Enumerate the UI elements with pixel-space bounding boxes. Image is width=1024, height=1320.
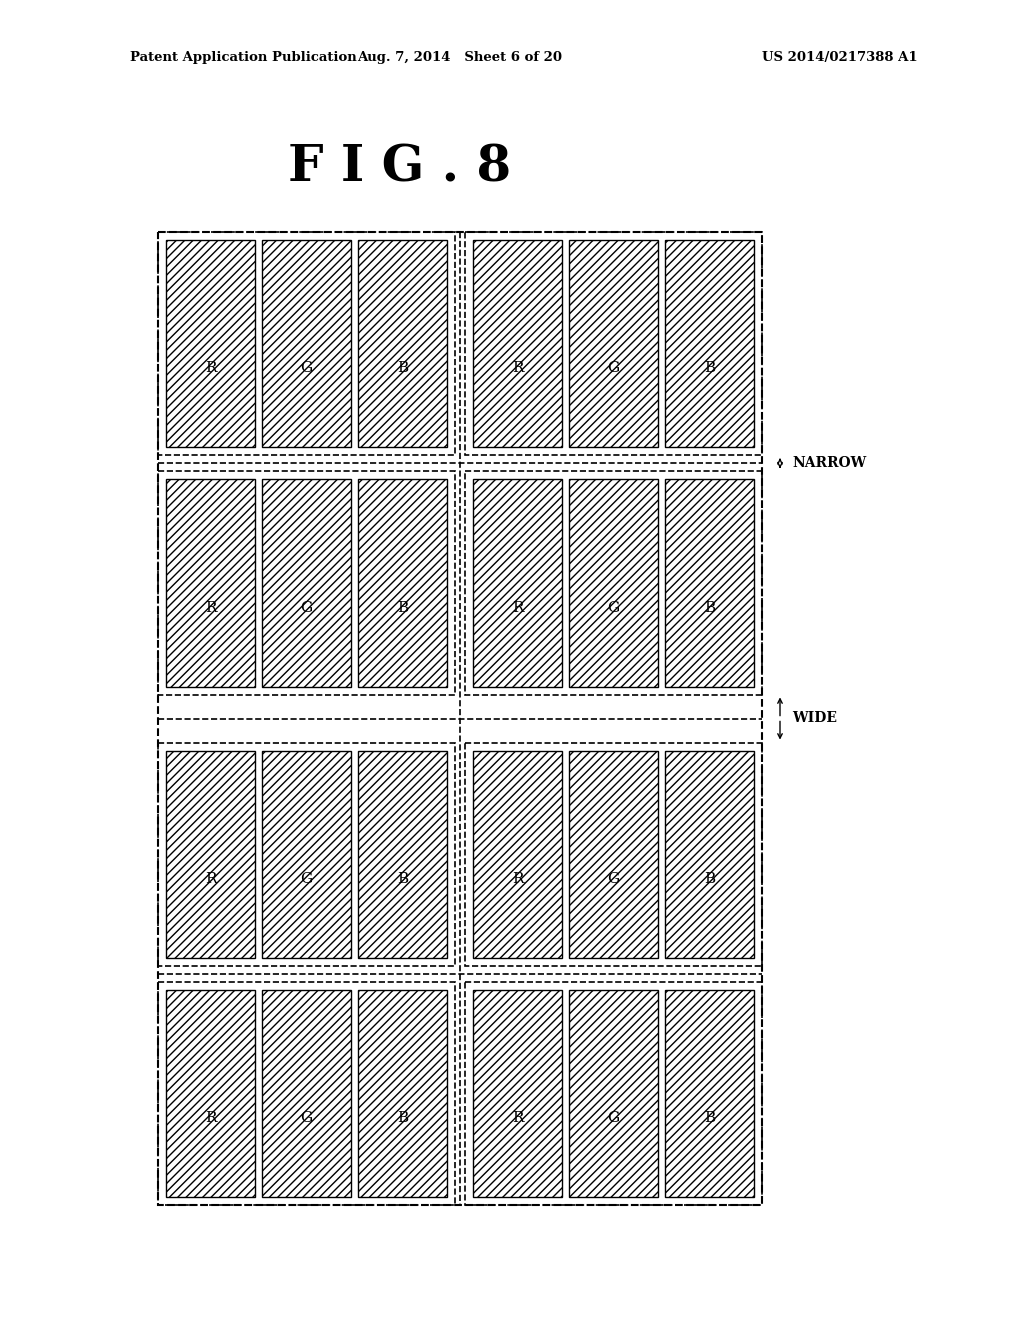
Bar <box>158 982 455 1205</box>
Text: B: B <box>703 601 715 615</box>
Bar <box>473 240 562 447</box>
Text: B: B <box>703 873 715 886</box>
Text: G: G <box>607 601 620 615</box>
Bar <box>473 751 562 958</box>
Text: R: R <box>512 873 523 886</box>
Text: R: R <box>205 601 216 615</box>
Text: R: R <box>512 362 523 375</box>
Text: US 2014/0217388 A1: US 2014/0217388 A1 <box>762 51 918 65</box>
Bar <box>358 479 447 686</box>
Text: R: R <box>205 1111 216 1125</box>
Bar <box>166 990 255 1197</box>
Bar <box>166 479 255 686</box>
Text: B: B <box>703 1111 715 1125</box>
Bar <box>569 751 658 958</box>
Text: G: G <box>300 873 312 886</box>
Text: G: G <box>607 1111 620 1125</box>
Bar <box>358 990 447 1197</box>
Text: F I G . 8: F I G . 8 <box>289 144 512 193</box>
Text: R: R <box>205 873 216 886</box>
Text: R: R <box>512 601 523 615</box>
Text: Patent Application Publication: Patent Application Publication <box>130 51 356 65</box>
Bar <box>665 240 754 447</box>
Bar <box>158 471 455 694</box>
Text: B: B <box>397 1111 408 1125</box>
Bar <box>569 240 658 447</box>
Bar <box>569 990 658 1197</box>
Text: R: R <box>205 362 216 375</box>
Text: B: B <box>397 362 408 375</box>
Bar <box>465 982 762 1205</box>
Bar <box>465 742 762 966</box>
Bar <box>358 751 447 958</box>
Bar <box>262 990 351 1197</box>
Bar <box>262 240 351 447</box>
Text: G: G <box>300 601 312 615</box>
Bar <box>262 479 351 686</box>
Bar <box>569 479 658 686</box>
Bar <box>358 240 447 447</box>
Text: G: G <box>607 362 620 375</box>
Bar <box>158 742 455 966</box>
Text: B: B <box>397 601 408 615</box>
Bar <box>166 751 255 958</box>
Text: G: G <box>300 362 312 375</box>
Text: G: G <box>607 873 620 886</box>
Bar <box>465 232 762 455</box>
Text: R: R <box>512 1111 523 1125</box>
Text: B: B <box>397 873 408 886</box>
Text: G: G <box>300 1111 312 1125</box>
Bar <box>665 990 754 1197</box>
Bar <box>473 479 562 686</box>
Bar <box>158 232 455 455</box>
Text: B: B <box>703 362 715 375</box>
Text: NARROW: NARROW <box>792 457 866 470</box>
Bar <box>166 240 255 447</box>
Text: WIDE: WIDE <box>792 711 837 726</box>
Bar <box>473 990 562 1197</box>
Bar <box>665 479 754 686</box>
Bar <box>262 751 351 958</box>
Bar <box>158 232 762 1205</box>
Bar <box>665 751 754 958</box>
Text: Aug. 7, 2014   Sheet 6 of 20: Aug. 7, 2014 Sheet 6 of 20 <box>357 51 562 65</box>
Bar <box>465 471 762 694</box>
